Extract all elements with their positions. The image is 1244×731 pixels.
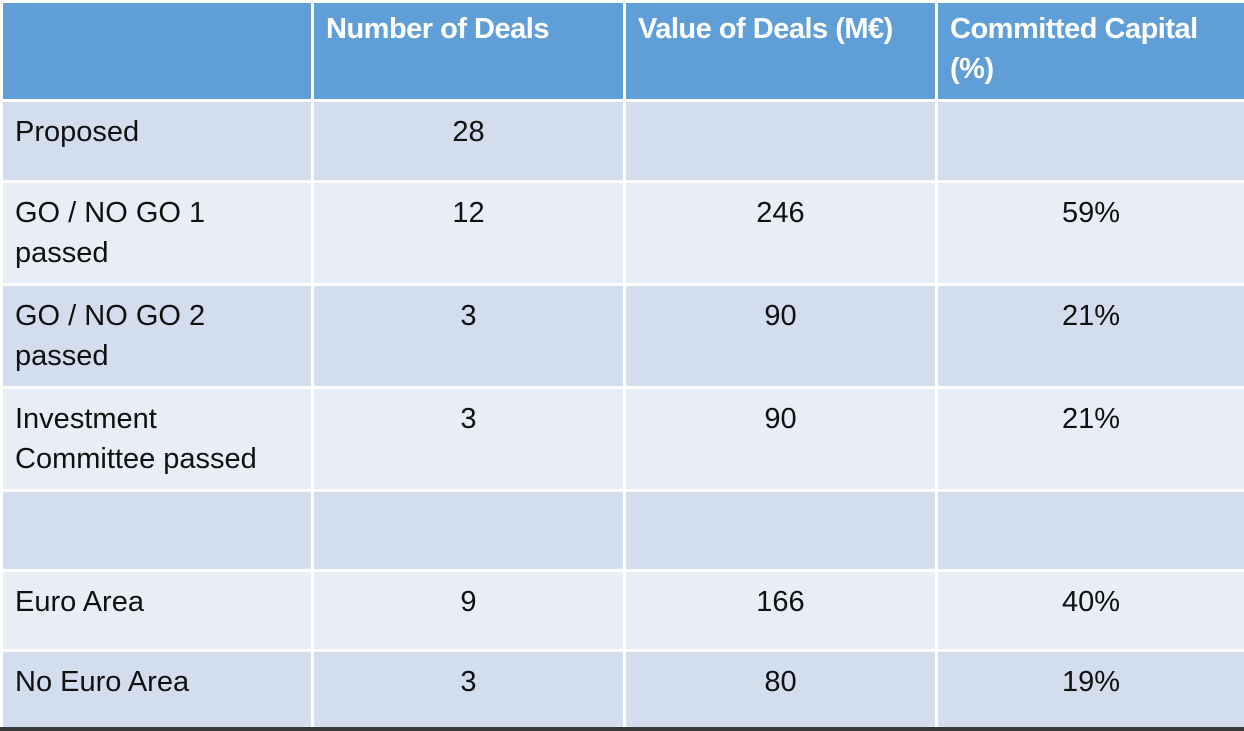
cell: 9 bbox=[313, 571, 625, 651]
cell bbox=[625, 101, 937, 182]
cell: 3 bbox=[313, 651, 625, 729]
header-cell bbox=[2, 2, 313, 101]
row-label: No Euro Area bbox=[2, 651, 313, 729]
cell: 40% bbox=[937, 571, 1244, 651]
cell: 21% bbox=[937, 285, 1244, 388]
column-header: Number of Deals bbox=[313, 2, 625, 101]
column-header: Value of Deals (M€) bbox=[625, 2, 937, 101]
cell: 19% bbox=[937, 651, 1244, 729]
column-header: Committed Capital (%) bbox=[937, 2, 1244, 101]
table-row bbox=[2, 491, 1244, 571]
row-label: Euro Area bbox=[2, 571, 313, 651]
row-label: GO / NO GO 2 passed bbox=[2, 285, 313, 388]
row-label: Proposed bbox=[2, 101, 313, 182]
cell bbox=[937, 491, 1244, 571]
row-label: Investment Committee passed bbox=[2, 388, 313, 491]
cell: 21% bbox=[937, 388, 1244, 491]
cell: 3 bbox=[313, 285, 625, 388]
cell: 166 bbox=[625, 571, 937, 651]
cell: 59% bbox=[937, 182, 1244, 285]
cell bbox=[937, 101, 1244, 182]
cell bbox=[625, 491, 937, 571]
cell: 28 bbox=[313, 101, 625, 182]
cell: 246 bbox=[625, 182, 937, 285]
cell: 90 bbox=[625, 388, 937, 491]
cell: 90 bbox=[625, 285, 937, 388]
cell: 80 bbox=[625, 651, 937, 729]
cell bbox=[313, 491, 625, 571]
row-label bbox=[2, 491, 313, 571]
cell: 12 bbox=[313, 182, 625, 285]
cell: 3 bbox=[313, 388, 625, 491]
row-label: GO / NO GO 1 passed bbox=[2, 182, 313, 285]
